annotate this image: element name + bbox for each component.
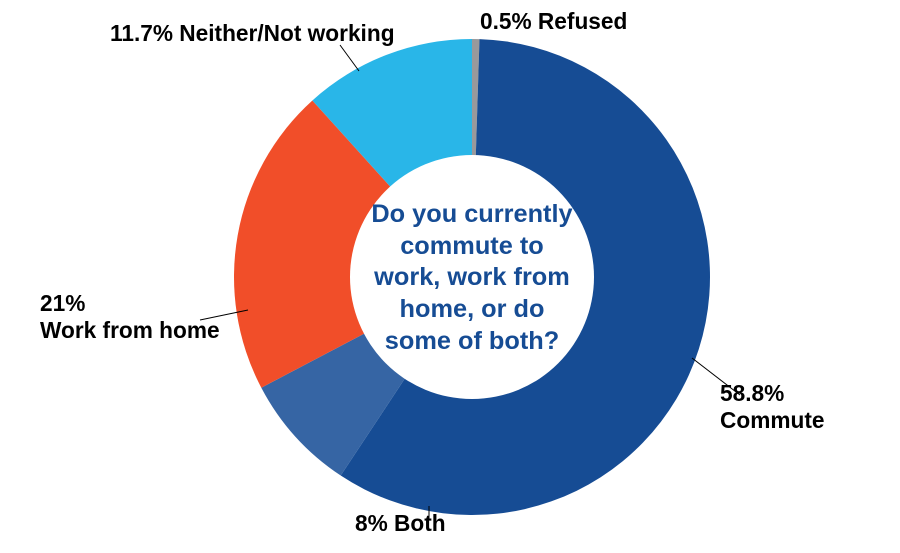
label-wfh-pct: 21% [40,290,250,317]
label-neither: 11.7% Neither/Not working [110,20,400,47]
label-both-text: 8% Both [355,510,446,536]
label-refused: 0.5% Refused [480,8,680,35]
label-both: 8% Both [355,510,505,537]
label-commute-word: Commute [720,407,890,434]
label-commute: 58.8% Commute [720,380,890,434]
center-question-text: Do you currently commute to work, work f… [367,199,577,357]
leader-neither [340,45,359,71]
label-wfh: 21% Work from home [40,290,250,344]
label-commute-pct: 58.8% [720,380,890,407]
commute-pie-chart: Do you currently commute to work, work f… [0,0,900,553]
label-neither-text: 11.7% Neither/Not working [110,20,395,46]
label-refused-text: 0.5% Refused [480,8,627,34]
label-wfh-word: Work from home [40,317,250,344]
